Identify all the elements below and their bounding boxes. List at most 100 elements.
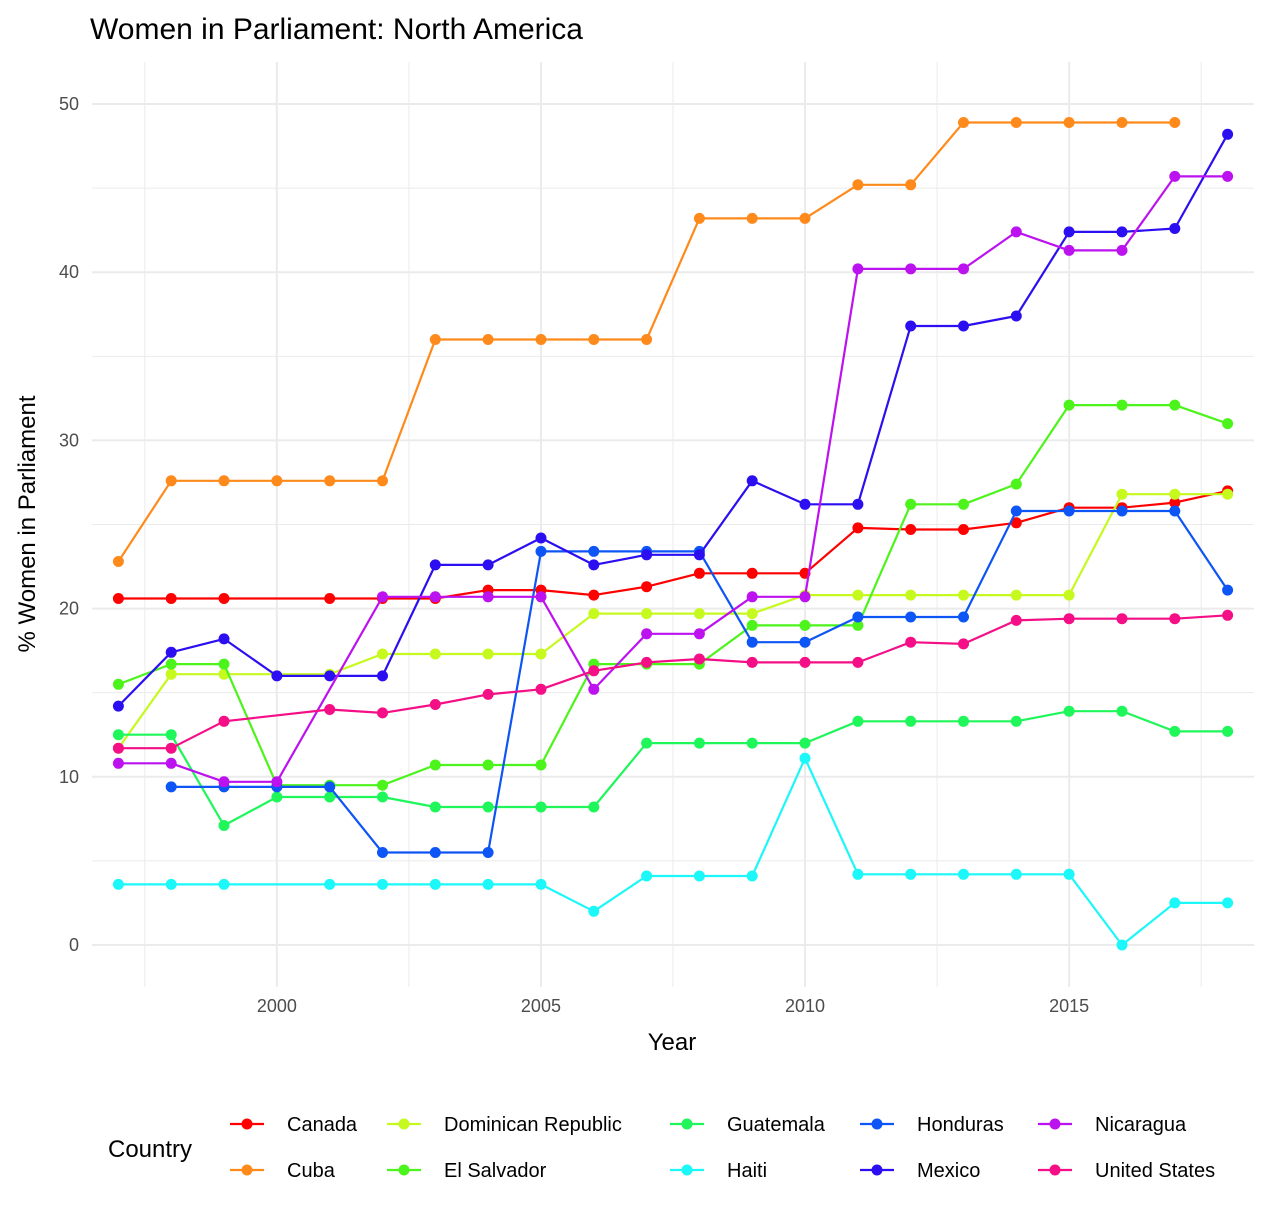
legend-label: Guatemala — [727, 1114, 826, 1136]
data-point-guatemala — [905, 716, 916, 727]
data-point-nicaragua — [1064, 245, 1075, 256]
series-cuba — [113, 117, 1180, 567]
data-point-mexico — [958, 321, 969, 332]
data-point-mexico — [219, 633, 230, 644]
data-point-el-salvador — [536, 760, 547, 771]
data-point-haiti — [1064, 869, 1075, 880]
legend-key-point — [242, 1119, 253, 1130]
data-point-mexico — [377, 670, 388, 681]
legend-key-point — [1050, 1119, 1061, 1130]
data-point-el-salvador — [747, 620, 758, 631]
legend-key-point — [872, 1119, 883, 1130]
data-point-guatemala — [536, 802, 547, 813]
data-point-cuba — [483, 334, 494, 345]
data-point-united-states — [747, 657, 758, 668]
data-point-mexico — [694, 549, 705, 560]
data-point-guatemala — [271, 792, 282, 803]
legend-label: El Salvador — [444, 1160, 547, 1182]
data-point-nicaragua — [1222, 171, 1233, 182]
data-point-mexico — [1169, 223, 1180, 234]
legend: CanadaCubaDominican RepublicEl SalvadorG… — [230, 1114, 1215, 1182]
data-point-guatemala — [1011, 716, 1022, 727]
data-point-mexico — [588, 559, 599, 570]
data-point-nicaragua — [588, 684, 599, 695]
legend-item-haiti: Haiti — [670, 1160, 767, 1182]
data-point-guatemala — [113, 729, 124, 740]
data-point-dominican-republic — [166, 669, 177, 680]
data-point-united-states — [219, 716, 230, 727]
data-point-canada — [852, 522, 863, 533]
legend-key-point — [872, 1165, 883, 1176]
data-point-mexico — [1064, 226, 1075, 237]
data-point-honduras — [430, 847, 441, 858]
data-point-cuba — [958, 117, 969, 128]
data-point-nicaragua — [958, 263, 969, 274]
x-tick-label: 2010 — [785, 996, 825, 1016]
data-point-canada — [694, 568, 705, 579]
data-point-united-states — [483, 689, 494, 700]
data-point-el-salvador — [1222, 418, 1233, 429]
data-point-cuba — [113, 556, 124, 567]
data-point-cuba — [694, 213, 705, 224]
data-point-united-states — [166, 743, 177, 754]
chart: Women in Parliament: North America 01020… — [0, 0, 1270, 1222]
data-point-honduras — [905, 612, 916, 623]
data-point-honduras — [800, 637, 811, 648]
data-point-dominican-republic — [483, 649, 494, 660]
data-point-mexico — [166, 647, 177, 658]
data-point-guatemala — [800, 738, 811, 749]
data-point-haiti — [1117, 940, 1128, 951]
data-point-united-states — [1064, 613, 1075, 624]
data-point-cuba — [1169, 117, 1180, 128]
y-tick-label: 30 — [59, 430, 79, 450]
data-point-el-salvador — [219, 659, 230, 670]
data-point-el-salvador — [1064, 400, 1075, 411]
data-point-guatemala — [483, 802, 494, 813]
data-point-el-salvador — [483, 760, 494, 771]
data-point-honduras — [747, 637, 758, 648]
data-point-el-salvador — [1011, 479, 1022, 490]
data-point-el-salvador — [113, 679, 124, 690]
data-point-united-states — [905, 637, 916, 648]
data-point-nicaragua — [536, 591, 547, 602]
data-point-united-states — [1222, 610, 1233, 621]
data-point-united-states — [1117, 613, 1128, 624]
legend-item-mexico: Mexico — [860, 1160, 980, 1182]
data-point-canada — [219, 593, 230, 604]
data-point-dominican-republic — [1064, 590, 1075, 601]
data-point-dominican-republic — [747, 608, 758, 619]
data-point-haiti — [747, 871, 758, 882]
data-point-united-states — [588, 665, 599, 676]
data-point-honduras — [324, 781, 335, 792]
data-point-haiti — [1011, 869, 1022, 880]
data-point-nicaragua — [641, 628, 652, 639]
data-point-haiti — [905, 869, 916, 880]
y-tick-label: 20 — [59, 599, 79, 619]
data-point-haiti — [1169, 897, 1180, 908]
data-point-haiti — [958, 869, 969, 880]
data-point-mexico — [747, 475, 758, 486]
data-point-haiti — [324, 879, 335, 890]
data-point-united-states — [1169, 613, 1180, 624]
data-point-guatemala — [588, 802, 599, 813]
data-point-united-states — [852, 657, 863, 668]
data-point-cuba — [905, 179, 916, 190]
y-tick-label: 50 — [59, 94, 79, 114]
data-point-canada — [166, 593, 177, 604]
data-point-canada — [324, 593, 335, 604]
data-point-united-states — [430, 699, 441, 710]
data-point-honduras — [1011, 506, 1022, 517]
data-point-canada — [113, 593, 124, 604]
data-point-dominican-republic — [588, 608, 599, 619]
data-point-dominican-republic — [1169, 489, 1180, 500]
legend-key-point — [682, 1165, 693, 1176]
data-point-united-states — [800, 657, 811, 668]
data-point-cuba — [1011, 117, 1022, 128]
data-point-dominican-republic — [1222, 489, 1233, 500]
data-point-honduras — [536, 546, 547, 557]
chart-title: Women in Parliament: North America — [90, 13, 583, 46]
data-point-dominican-republic — [852, 590, 863, 601]
x-tick-label: 2005 — [521, 996, 561, 1016]
data-point-dominican-republic — [430, 649, 441, 660]
data-point-mexico — [1117, 226, 1128, 237]
